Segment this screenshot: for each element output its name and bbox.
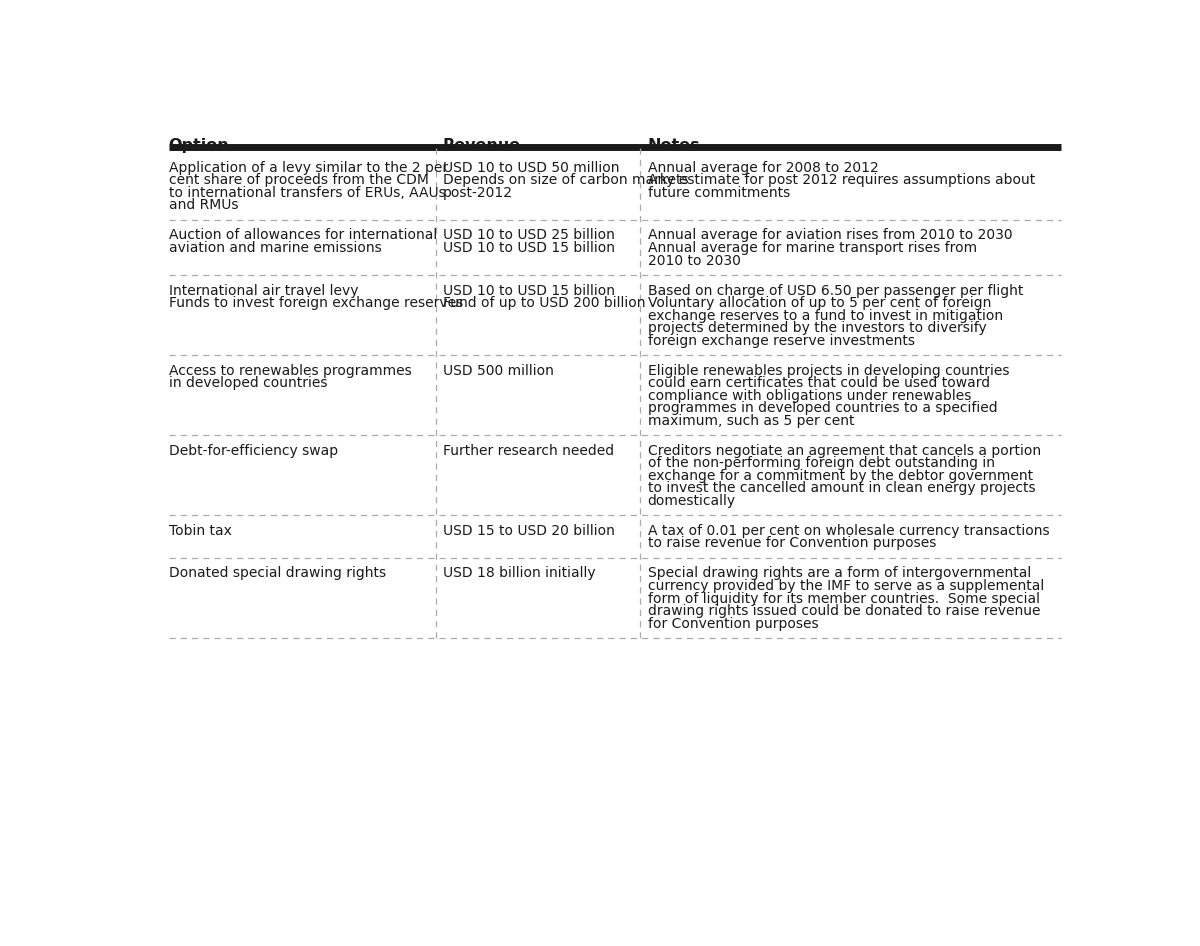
Text: domestically: domestically <box>648 494 736 508</box>
Text: USD 10 to USD 15 billion: USD 10 to USD 15 billion <box>443 241 614 255</box>
Text: for Convention purposes: for Convention purposes <box>648 617 818 631</box>
Text: cent share of proceeds from the CDM: cent share of proceeds from the CDM <box>168 173 428 187</box>
Text: Annual average for marine transport rises from: Annual average for marine transport rise… <box>648 241 977 255</box>
Text: Depends on size of carbon markets: Depends on size of carbon markets <box>443 173 689 187</box>
Text: USD 10 to USD 15 billion: USD 10 to USD 15 billion <box>443 284 614 298</box>
Text: programmes in developed countries to a specified: programmes in developed countries to a s… <box>648 401 997 415</box>
Text: USD 18 billion initially: USD 18 billion initially <box>443 567 595 581</box>
Text: USD 10 to USD 25 billion: USD 10 to USD 25 billion <box>443 229 614 242</box>
Text: maximum, such as 5 per cent: maximum, such as 5 per cent <box>648 413 854 428</box>
Text: future commitments: future commitments <box>648 186 790 200</box>
Text: aviation and marine emissions: aviation and marine emissions <box>168 241 382 255</box>
Text: form of liquidity for its member countries.  Some special: form of liquidity for its member countri… <box>648 591 1039 605</box>
Text: Further research needed: Further research needed <box>443 444 614 458</box>
Text: Application of a levy similar to the 2 per: Application of a levy similar to the 2 p… <box>168 161 448 175</box>
Text: Notes: Notes <box>648 138 700 153</box>
Text: could earn certificates that could be used toward: could earn certificates that could be us… <box>648 377 990 390</box>
Text: International air travel levy: International air travel levy <box>168 284 358 298</box>
Text: to international transfers of ERUs, AAUs: to international transfers of ERUs, AAUs <box>168 186 445 200</box>
Text: Fund of up to USD 200 billion: Fund of up to USD 200 billion <box>443 296 646 310</box>
Text: A tax of 0.01 per cent on wholesale currency transactions: A tax of 0.01 per cent on wholesale curr… <box>648 524 1049 538</box>
Text: post-2012: post-2012 <box>443 186 512 200</box>
Text: compliance with obligations under renewables: compliance with obligations under renewa… <box>648 389 971 403</box>
Text: Annual average for aviation rises from 2010 to 2030: Annual average for aviation rises from 2… <box>648 229 1012 242</box>
Text: Access to renewables programmes: Access to renewables programmes <box>168 363 412 377</box>
Text: Debt-for-efficiency swap: Debt-for-efficiency swap <box>168 444 337 458</box>
Text: USD 15 to USD 20 billion: USD 15 to USD 20 billion <box>443 524 614 538</box>
Text: exchange reserves to a fund to invest in mitigation: exchange reserves to a fund to invest in… <box>648 308 1003 323</box>
Text: Tobin tax: Tobin tax <box>168 524 232 538</box>
Text: Any estimate for post 2012 requires assumptions about: Any estimate for post 2012 requires assu… <box>648 173 1034 187</box>
Text: 2010 to 2030: 2010 to 2030 <box>648 254 740 268</box>
Text: projects determined by the investors to diversify: projects determined by the investors to … <box>648 321 986 335</box>
Text: exchange for a commitment by the debtor government: exchange for a commitment by the debtor … <box>648 469 1033 482</box>
Text: Auction of allowances for international: Auction of allowances for international <box>168 229 437 242</box>
Text: Eligible renewables projects in developing countries: Eligible renewables projects in developi… <box>648 363 1009 377</box>
Text: Revenue: Revenue <box>443 138 521 153</box>
Text: currency provided by the IMF to serve as a supplemental: currency provided by the IMF to serve as… <box>648 579 1044 593</box>
Text: USD 10 to USD 50 million: USD 10 to USD 50 million <box>443 161 619 175</box>
Text: to raise revenue for Convention purposes: to raise revenue for Convention purposes <box>648 536 936 551</box>
Text: Special drawing rights are a form of intergovernmental: Special drawing rights are a form of int… <box>648 567 1031 581</box>
Text: in developed countries: in developed countries <box>168 377 328 390</box>
Text: USD 500 million: USD 500 million <box>443 363 554 377</box>
Text: drawing rights issued could be donated to raise revenue: drawing rights issued could be donated t… <box>648 604 1040 618</box>
Text: to invest the cancelled amount in clean energy projects: to invest the cancelled amount in clean … <box>648 482 1036 496</box>
Text: Based on charge of USD 6.50 per passenger per flight: Based on charge of USD 6.50 per passenge… <box>648 284 1022 298</box>
Text: Voluntary allocation of up to 5 per cent of foreign: Voluntary allocation of up to 5 per cent… <box>648 296 991 310</box>
Text: Annual average for 2008 to 2012: Annual average for 2008 to 2012 <box>648 161 878 175</box>
Text: and RMUs: and RMUs <box>168 199 238 213</box>
Text: of the non-performing foreign debt outstanding in: of the non-performing foreign debt outst… <box>648 456 995 470</box>
Text: Creditors negotiate an agreement that cancels a portion: Creditors negotiate an agreement that ca… <box>648 444 1040 458</box>
Text: Donated special drawing rights: Donated special drawing rights <box>168 567 385 581</box>
Text: foreign exchange reserve investments: foreign exchange reserve investments <box>648 334 914 347</box>
Text: Option: Option <box>168 138 229 153</box>
Text: Funds to invest foreign exchange reserves: Funds to invest foreign exchange reserve… <box>168 296 463 310</box>
